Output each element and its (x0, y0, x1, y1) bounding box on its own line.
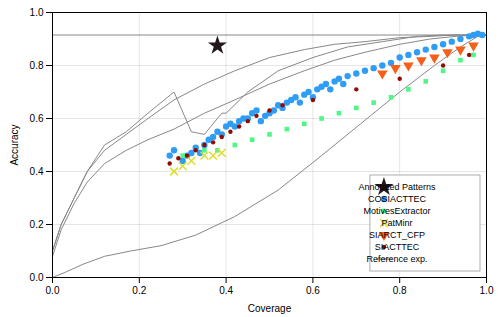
svg-text:MotivesExtractor: MotivesExtractor (363, 206, 430, 216)
svg-text:Annotated Patterns: Annotated Patterns (358, 182, 436, 192)
svg-text:Accuracy: Accuracy (9, 124, 20, 165)
svg-text:0.6: 0.6 (306, 285, 320, 296)
svg-text:0.4: 0.4 (30, 166, 44, 177)
svg-text:0.0: 0.0 (30, 272, 44, 283)
svg-text:COSIACTTEC: COSIACTTEC (368, 194, 427, 204)
svg-text:0.6: 0.6 (30, 113, 44, 124)
svg-text:SIACTTEC: SIACTTEC (375, 242, 420, 252)
svg-text:0.2: 0.2 (132, 285, 146, 296)
svg-text:0.8: 0.8 (30, 60, 44, 71)
svg-text:Coverage: Coverage (248, 303, 292, 314)
svg-text:0.8: 0.8 (393, 285, 407, 296)
svg-text:PatMinr: PatMinr (381, 218, 412, 228)
svg-text:SIARCT_CFP: SIARCT_CFP (369, 230, 425, 240)
svg-text:Reference exp.: Reference exp. (366, 254, 427, 264)
svg-text:0.2: 0.2 (30, 219, 44, 230)
svg-text:0.0: 0.0 (46, 285, 60, 296)
svg-text:0.4: 0.4 (219, 285, 233, 296)
svg-text:1.0: 1.0 (480, 285, 494, 296)
svg-text:1.0: 1.0 (30, 7, 44, 18)
